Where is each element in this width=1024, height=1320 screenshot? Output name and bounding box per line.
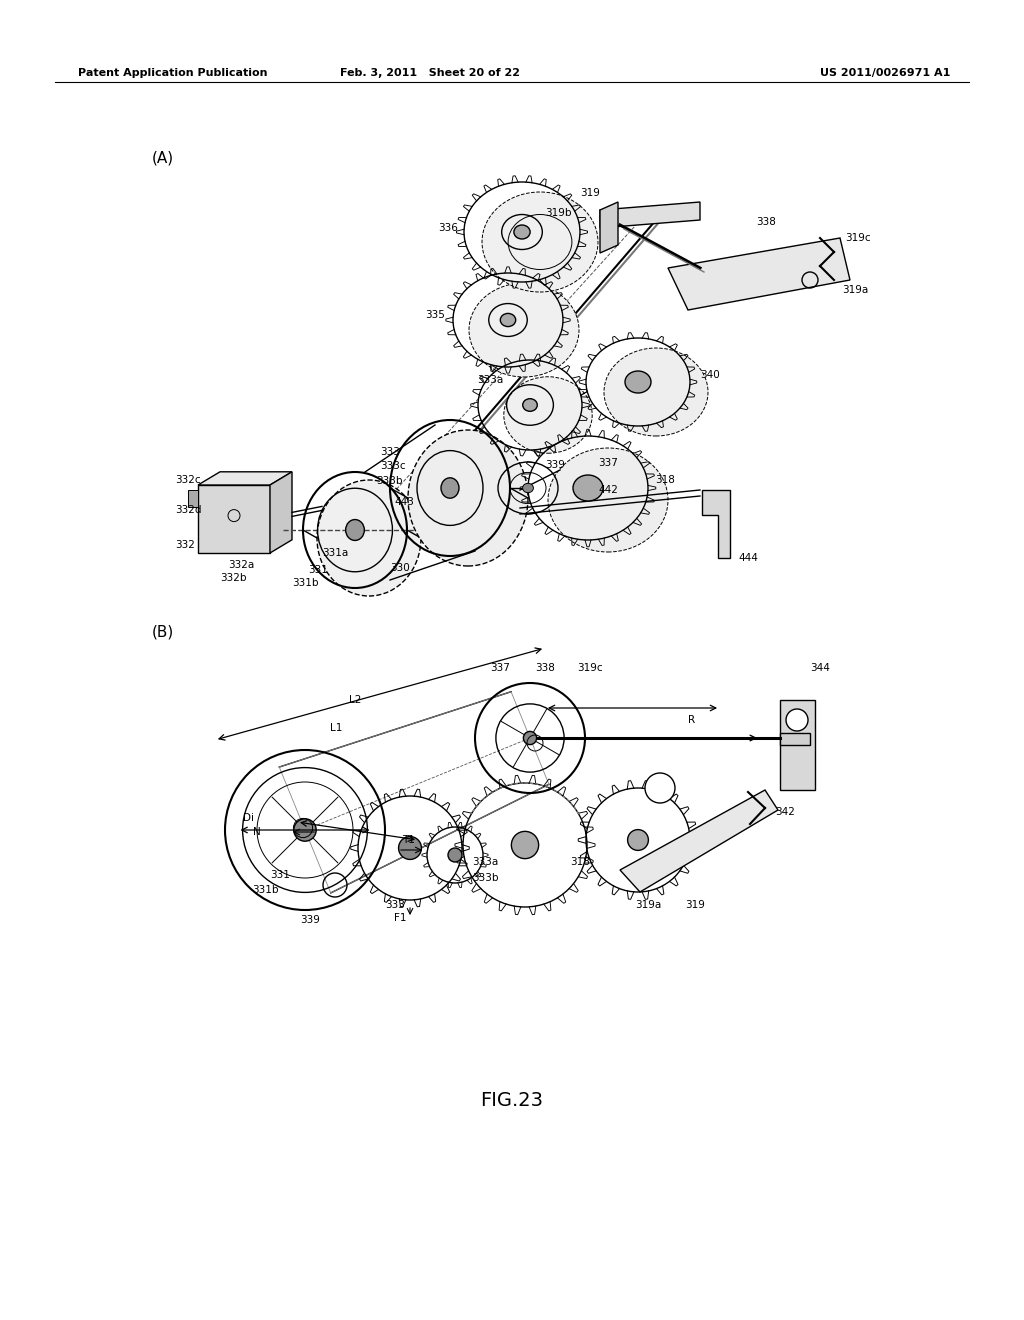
Text: 335: 335 bbox=[425, 310, 445, 319]
Ellipse shape bbox=[346, 520, 365, 540]
Ellipse shape bbox=[317, 480, 421, 597]
Text: 344: 344 bbox=[810, 663, 829, 673]
Text: 331a: 331a bbox=[322, 548, 348, 558]
Text: 319a: 319a bbox=[635, 900, 662, 909]
Text: Patent Application Publication: Patent Application Publication bbox=[78, 69, 267, 78]
Polygon shape bbox=[780, 700, 815, 789]
Text: (B): (B) bbox=[152, 624, 174, 639]
Text: 331b: 331b bbox=[292, 578, 318, 587]
Text: L2: L2 bbox=[349, 696, 361, 705]
Text: 333: 333 bbox=[380, 447, 400, 457]
Ellipse shape bbox=[501, 313, 516, 326]
Text: 342: 342 bbox=[775, 807, 795, 817]
Ellipse shape bbox=[522, 483, 534, 492]
Text: 339: 339 bbox=[300, 915, 319, 925]
Text: 319c: 319c bbox=[578, 663, 603, 673]
Text: Di: Di bbox=[243, 813, 254, 822]
Polygon shape bbox=[702, 490, 730, 558]
Text: 319: 319 bbox=[685, 900, 705, 909]
Text: US 2011/0026971 A1: US 2011/0026971 A1 bbox=[819, 69, 950, 78]
Ellipse shape bbox=[645, 774, 675, 803]
Polygon shape bbox=[600, 202, 618, 253]
Text: 318: 318 bbox=[655, 475, 675, 484]
Ellipse shape bbox=[441, 478, 459, 498]
Text: L1: L1 bbox=[330, 723, 342, 733]
Text: 333b: 333b bbox=[376, 477, 402, 486]
Text: 319b: 319b bbox=[545, 209, 571, 218]
Text: 339: 339 bbox=[545, 459, 565, 470]
Ellipse shape bbox=[514, 224, 530, 239]
Text: 333a: 333a bbox=[477, 375, 503, 385]
Text: 333: 333 bbox=[385, 900, 404, 909]
Polygon shape bbox=[620, 789, 778, 892]
Ellipse shape bbox=[523, 731, 537, 744]
Ellipse shape bbox=[508, 214, 571, 269]
Text: 332d: 332d bbox=[175, 506, 202, 515]
Text: 337: 337 bbox=[490, 663, 510, 673]
Ellipse shape bbox=[408, 430, 528, 566]
Text: N: N bbox=[253, 828, 261, 837]
Ellipse shape bbox=[469, 282, 579, 378]
Ellipse shape bbox=[548, 447, 668, 552]
Polygon shape bbox=[198, 471, 292, 484]
Text: 319: 319 bbox=[580, 187, 600, 198]
Text: 319c: 319c bbox=[845, 234, 870, 243]
Text: 336: 336 bbox=[438, 223, 458, 234]
Text: 319a: 319a bbox=[842, 285, 868, 294]
Ellipse shape bbox=[786, 709, 808, 731]
Polygon shape bbox=[600, 202, 700, 228]
Text: 338: 338 bbox=[756, 216, 776, 227]
Text: Feb. 3, 2011   Sheet 20 of 22: Feb. 3, 2011 Sheet 20 of 22 bbox=[340, 69, 520, 78]
Ellipse shape bbox=[294, 818, 316, 841]
Text: 331: 331 bbox=[270, 870, 290, 880]
Text: 331: 331 bbox=[308, 565, 328, 576]
Ellipse shape bbox=[511, 832, 539, 858]
Ellipse shape bbox=[573, 475, 603, 502]
Ellipse shape bbox=[522, 399, 538, 412]
Text: 333b: 333b bbox=[472, 873, 499, 883]
Text: 332b: 332b bbox=[220, 573, 247, 583]
Text: 333c: 333c bbox=[380, 461, 406, 471]
Text: T1: T1 bbox=[401, 836, 415, 845]
Text: 340: 340 bbox=[700, 370, 720, 380]
Text: 332: 332 bbox=[175, 540, 195, 550]
Ellipse shape bbox=[625, 371, 651, 393]
Text: 333a: 333a bbox=[472, 857, 499, 867]
Text: 444: 444 bbox=[738, 553, 758, 564]
Text: 338: 338 bbox=[536, 663, 555, 673]
Text: 332c: 332c bbox=[175, 475, 201, 484]
Text: 443: 443 bbox=[394, 498, 414, 507]
Ellipse shape bbox=[398, 837, 422, 859]
Polygon shape bbox=[780, 733, 810, 744]
Text: 330: 330 bbox=[390, 564, 410, 573]
Text: R: R bbox=[688, 715, 695, 725]
Text: 442: 442 bbox=[598, 484, 617, 495]
Ellipse shape bbox=[449, 847, 462, 862]
Text: 331b: 331b bbox=[252, 884, 279, 895]
Ellipse shape bbox=[604, 348, 708, 436]
Polygon shape bbox=[198, 484, 270, 553]
Text: F1: F1 bbox=[394, 913, 407, 923]
Text: FIG.23: FIG.23 bbox=[480, 1090, 544, 1110]
Text: 318: 318 bbox=[570, 857, 590, 867]
Ellipse shape bbox=[504, 376, 592, 453]
Polygon shape bbox=[668, 238, 850, 310]
Ellipse shape bbox=[628, 829, 648, 850]
Text: (A): (A) bbox=[152, 150, 174, 165]
Text: 337: 337 bbox=[598, 458, 617, 469]
Ellipse shape bbox=[482, 191, 598, 292]
Polygon shape bbox=[188, 490, 198, 507]
Text: 332a: 332a bbox=[228, 560, 254, 570]
Polygon shape bbox=[270, 471, 292, 553]
